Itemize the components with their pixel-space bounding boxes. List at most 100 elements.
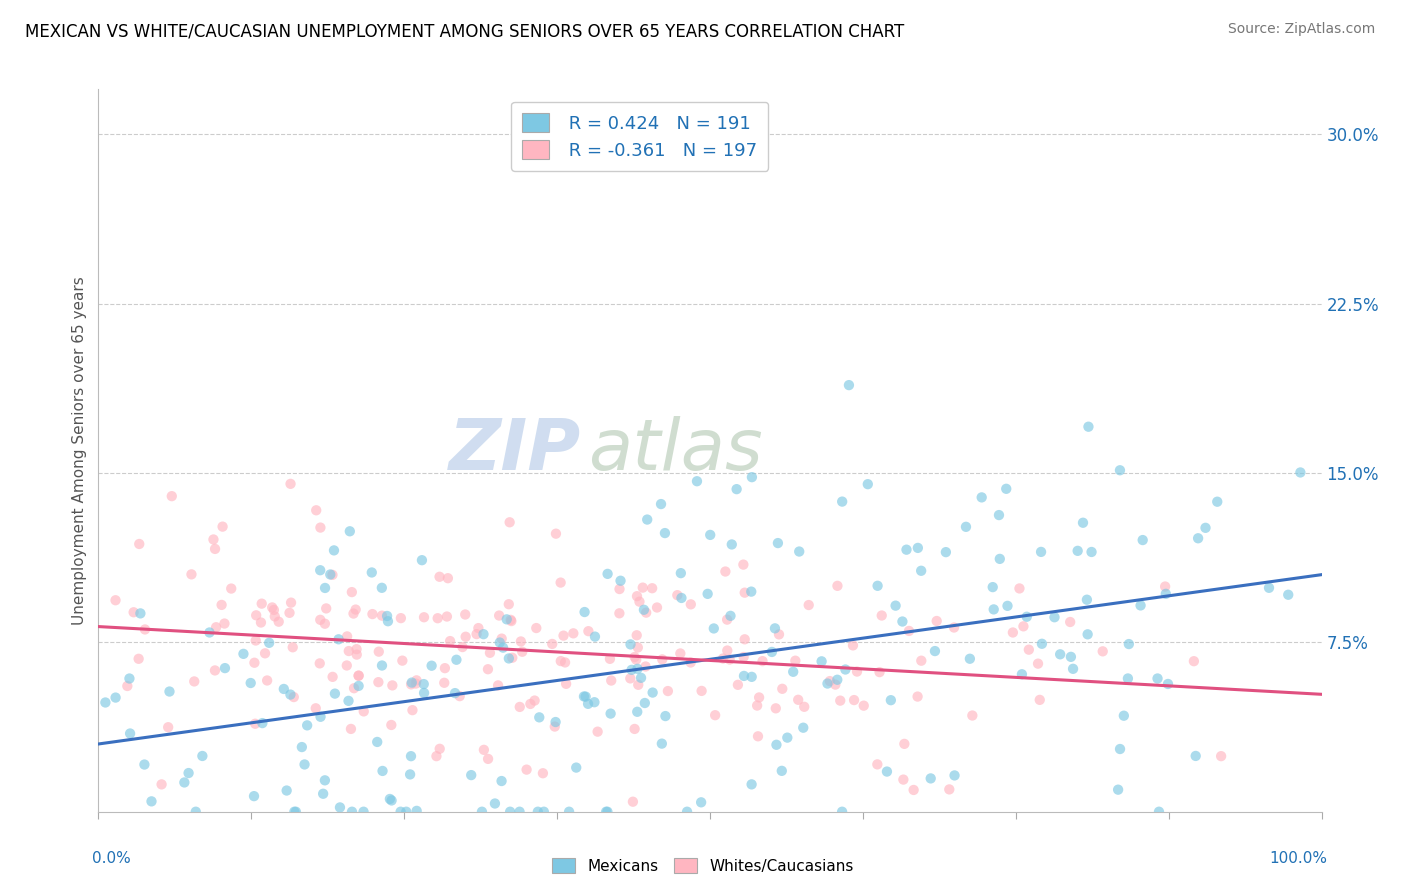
Point bbox=[761, 645, 783, 659]
Point bbox=[340, 722, 363, 736]
Point bbox=[94, 696, 117, 710]
Point bbox=[319, 567, 342, 582]
Point bbox=[183, 674, 205, 689]
Point bbox=[322, 670, 344, 684]
Point bbox=[243, 789, 266, 804]
Point bbox=[765, 738, 787, 752]
Point bbox=[399, 767, 422, 781]
Point bbox=[544, 714, 567, 729]
Point bbox=[1277, 588, 1299, 602]
Point bbox=[491, 632, 513, 646]
Point bbox=[454, 630, 477, 644]
Point bbox=[460, 768, 482, 782]
Point bbox=[776, 731, 799, 745]
Point bbox=[981, 580, 1004, 594]
Point bbox=[633, 603, 655, 617]
Point bbox=[1146, 672, 1168, 686]
Point bbox=[399, 749, 422, 764]
Point bbox=[766, 536, 789, 550]
Point bbox=[380, 718, 402, 732]
Point bbox=[315, 601, 337, 615]
Point bbox=[344, 602, 367, 616]
Point bbox=[389, 611, 412, 625]
Point bbox=[1062, 662, 1084, 676]
Point bbox=[627, 678, 650, 692]
Point bbox=[509, 634, 531, 648]
Point bbox=[544, 526, 567, 541]
Point bbox=[531, 766, 554, 780]
Point bbox=[626, 628, 648, 642]
Text: ZIP: ZIP bbox=[450, 416, 582, 485]
Point bbox=[983, 602, 1005, 616]
Point bbox=[328, 632, 350, 647]
Point bbox=[381, 678, 404, 692]
Point bbox=[623, 722, 645, 736]
Point bbox=[444, 686, 467, 700]
Point bbox=[245, 716, 267, 731]
Point bbox=[870, 608, 893, 623]
Point bbox=[599, 652, 621, 666]
Point bbox=[305, 701, 328, 715]
Point bbox=[1091, 644, 1114, 658]
Point bbox=[609, 582, 631, 596]
Point bbox=[413, 686, 436, 700]
Point bbox=[305, 503, 328, 517]
Point bbox=[1157, 677, 1180, 691]
Point bbox=[787, 693, 810, 707]
Point bbox=[1116, 672, 1139, 686]
Point bbox=[1112, 708, 1135, 723]
Point bbox=[751, 654, 773, 668]
Point bbox=[250, 615, 273, 630]
Point bbox=[1182, 654, 1205, 668]
Point bbox=[353, 805, 375, 819]
Point bbox=[817, 676, 839, 690]
Point bbox=[477, 752, 499, 766]
Point bbox=[429, 741, 451, 756]
Point bbox=[104, 690, 127, 705]
Point bbox=[792, 721, 814, 735]
Point bbox=[129, 607, 152, 621]
Point bbox=[703, 622, 725, 636]
Point bbox=[498, 651, 520, 665]
Point bbox=[191, 749, 214, 764]
Point bbox=[413, 610, 436, 624]
Point bbox=[797, 598, 820, 612]
Point bbox=[366, 735, 388, 749]
Point bbox=[686, 474, 709, 488]
Point bbox=[321, 567, 343, 582]
Point bbox=[284, 805, 307, 819]
Point bbox=[451, 640, 474, 654]
Point bbox=[433, 661, 456, 675]
Point bbox=[763, 621, 786, 635]
Point bbox=[1001, 625, 1024, 640]
Point bbox=[554, 656, 576, 670]
Point bbox=[907, 690, 929, 704]
Point bbox=[716, 643, 738, 657]
Point bbox=[405, 673, 427, 688]
Point bbox=[204, 664, 226, 678]
Point bbox=[232, 647, 254, 661]
Point bbox=[184, 805, 207, 819]
Point bbox=[239, 676, 262, 690]
Point bbox=[1071, 516, 1094, 530]
Point bbox=[314, 773, 336, 788]
Point bbox=[765, 701, 787, 715]
Point bbox=[245, 608, 267, 623]
Point bbox=[501, 614, 523, 628]
Point bbox=[117, 679, 139, 693]
Point bbox=[910, 564, 932, 578]
Point bbox=[600, 673, 623, 688]
Point bbox=[880, 693, 903, 707]
Point bbox=[254, 646, 277, 660]
Point bbox=[343, 681, 366, 696]
Point bbox=[401, 703, 423, 717]
Point bbox=[583, 630, 606, 644]
Point bbox=[666, 588, 689, 602]
Point bbox=[371, 764, 394, 778]
Point bbox=[576, 624, 599, 639]
Point bbox=[486, 678, 509, 692]
Point bbox=[734, 585, 756, 599]
Point bbox=[1008, 582, 1031, 596]
Point bbox=[252, 716, 274, 731]
Point bbox=[375, 609, 398, 624]
